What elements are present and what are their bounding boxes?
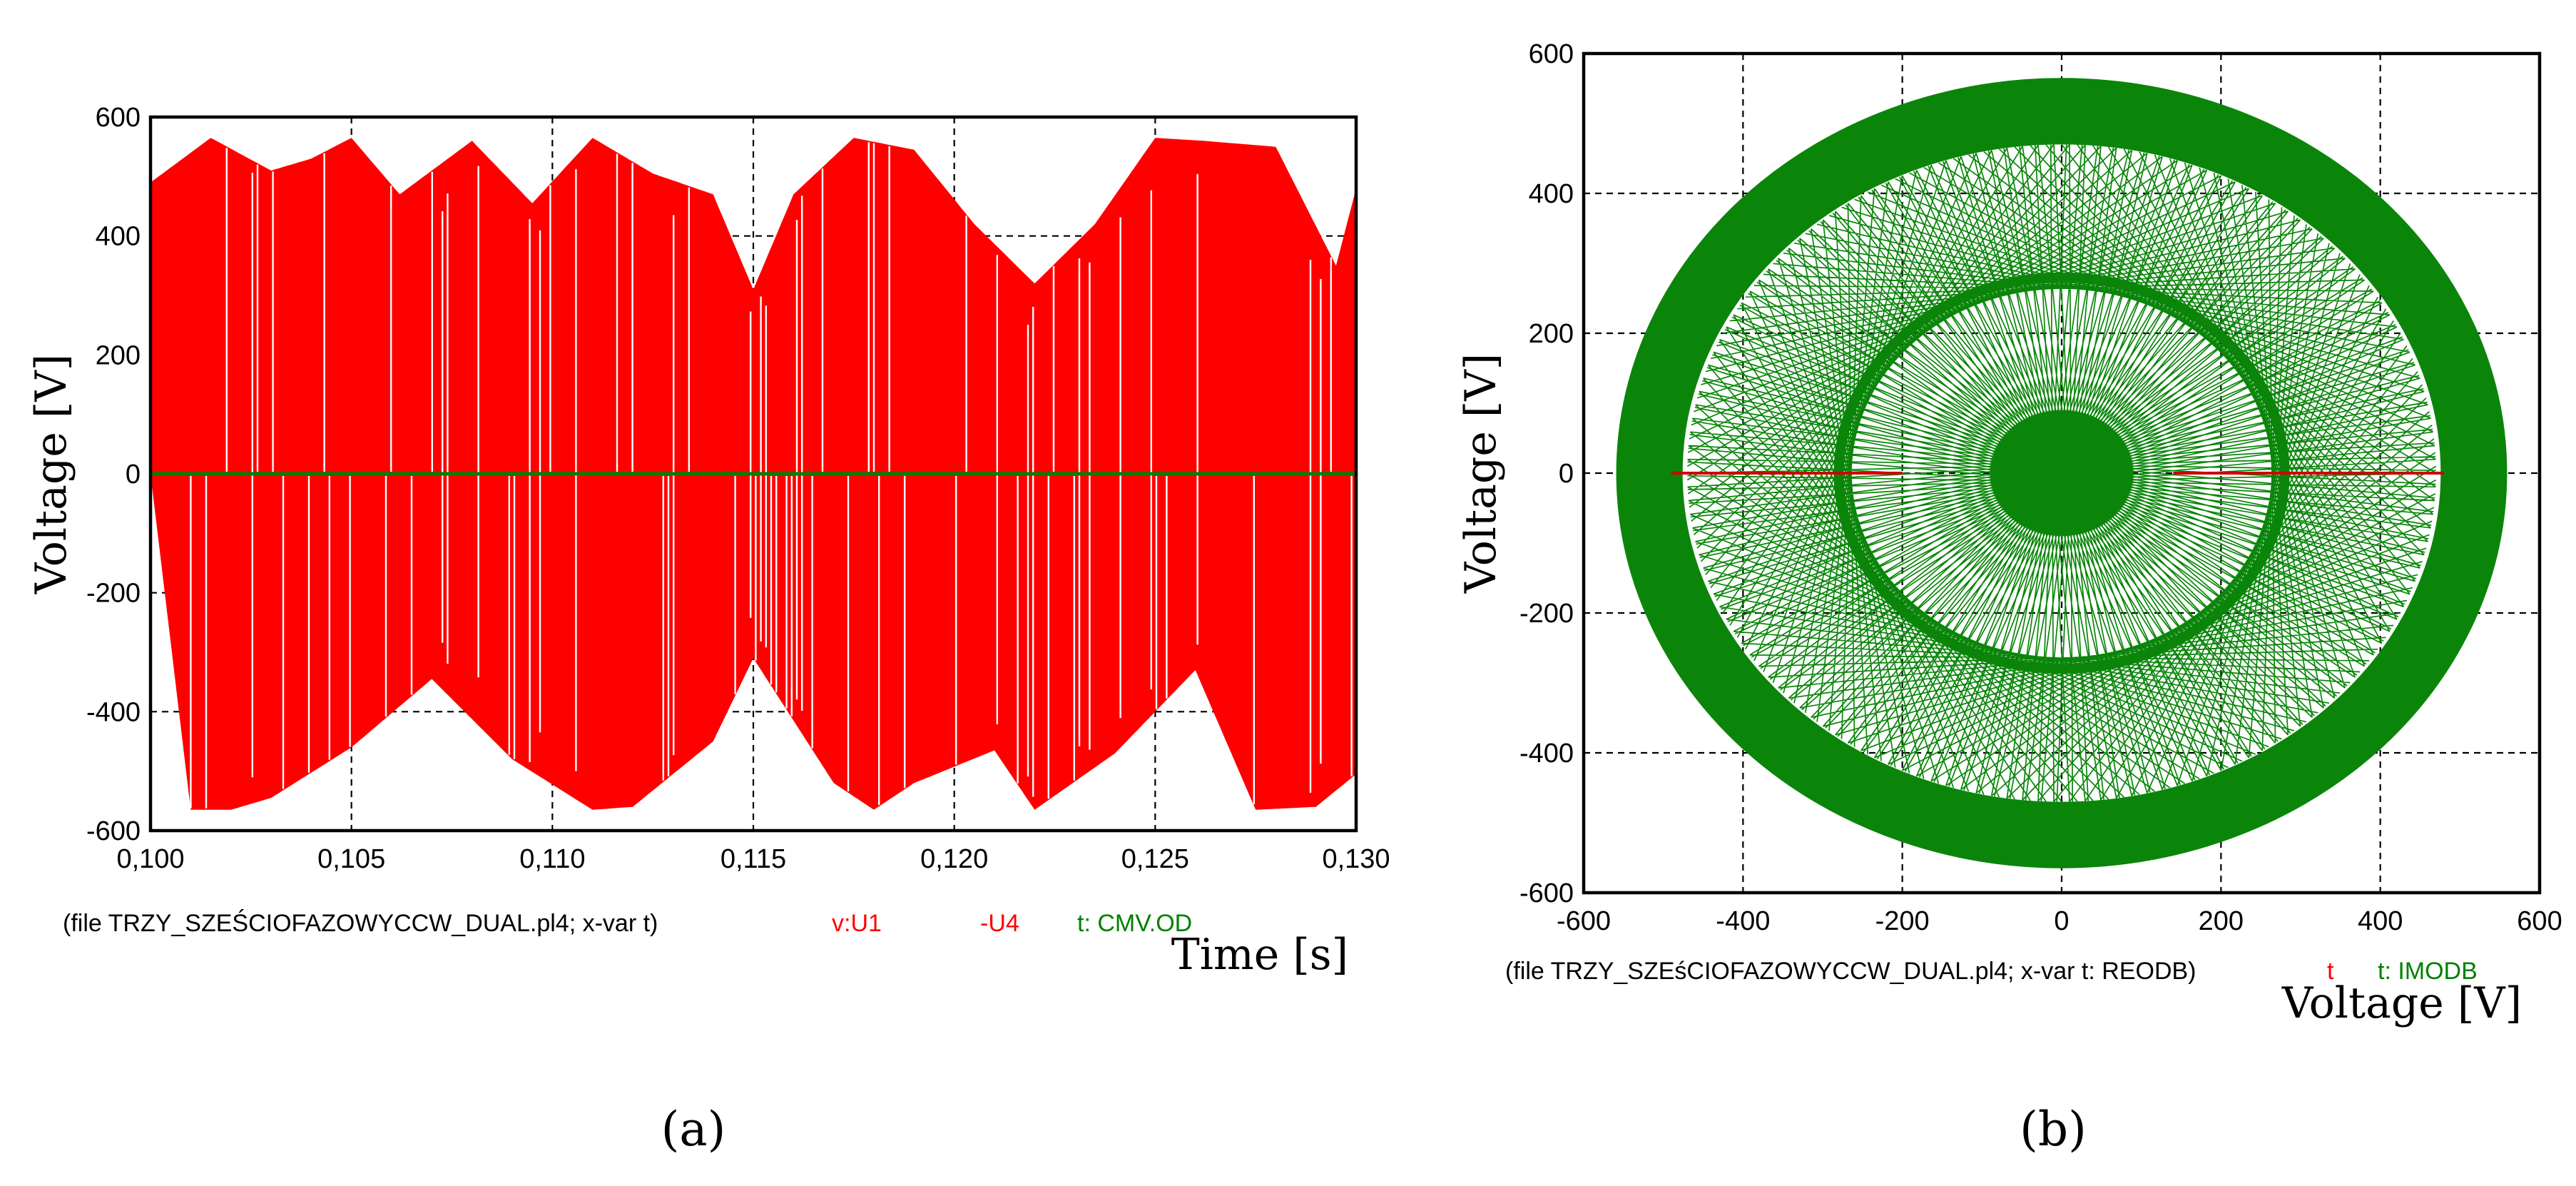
panel-b-frame — [1582, 51, 2542, 895]
panel-a-y-tick-label: -600 — [86, 816, 141, 846]
panel-a-caption: (a) — [661, 1102, 726, 1157]
panel-b-x-tick-label: -400 — [1716, 906, 1770, 936]
panel-b-y-tick-label: -600 — [1519, 878, 1574, 908]
panel-a-y-axis-title: Voltage [V] — [26, 354, 76, 594]
trajectory-center — [1990, 410, 2134, 537]
panel-a-y-tick-label: -400 — [86, 697, 141, 727]
panel-b-footer-file: (file TRZY_SZEśCIOFAZOWYCCW_DUAL.pl4; x-… — [1505, 958, 2196, 985]
panel-a-x-tick-label: 0,110 — [519, 844, 585, 874]
panel-a-x-tick-label: 0,130 — [1322, 844, 1390, 874]
panel-b-y-tick-label: -400 — [1519, 739, 1574, 769]
series-u1-u4-switching-gaps — [190, 142, 1353, 809]
panel-b-x-tick-label: 0 — [2054, 906, 2069, 936]
panel-b-y-tick-label: 0 — [1559, 459, 1574, 489]
panel-b-footer: (file TRZY_SZEśCIOFAZOWYCCW_DUAL.pl4; x-… — [1505, 958, 2478, 985]
panel-a-y-tick-label: 400 — [96, 222, 141, 252]
panel-b-x-ticks: -600 -400 -200 0 200 400 600 — [1557, 906, 2562, 936]
panel-b-legend-imodb: t: IMODB — [2378, 958, 2478, 985]
panel-a-y-tick-label: 0 — [126, 460, 141, 490]
panel-b-x-tick-label: 200 — [2199, 906, 2244, 936]
panel-b-x-tick-label: -600 — [1557, 906, 1611, 936]
panel-a-y-tick-label: 200 — [96, 340, 141, 370]
panel-b-space-vector-chart: 600 400 200 0 -200 -400 -600 -600 -400 -200 0 200 4… — [1456, 39, 2562, 1157]
panel-b-y-tick-label: -200 — [1519, 599, 1574, 629]
panel-a-frame — [148, 115, 1358, 833]
panel-b-y-axis-title: Voltage [V] — [1456, 353, 1506, 594]
panel-a-x-tick-label: 0,105 — [317, 844, 385, 874]
panel-a-legend-u4: -U4 — [980, 910, 1019, 937]
panel-b-legend-t: t — [2327, 958, 2334, 985]
panel-b-x-tick-label: 600 — [2517, 906, 2562, 936]
panel-a-y-tick-label: 600 — [96, 103, 141, 133]
panel-b-x-tick-label: -200 — [1875, 906, 1930, 936]
trajectory-outer-ring — [1616, 78, 2508, 868]
panel-a-x-tick-label: 0,115 — [721, 844, 786, 874]
panel-b-y-tick-label: 600 — [1529, 39, 1574, 69]
panel-a-y-ticks: 600 400 200 0 -200 -400 -600 — [86, 103, 141, 846]
panel-a-legend-cmv: t: CMV.OD — [1077, 910, 1192, 937]
panel-a-x-tick-label: 0,125 — [1121, 844, 1189, 874]
panel-a-footer-file: (file TRZY_SZEŚCIOFAZOWYCCW_DUAL.pl4; x-… — [63, 909, 658, 937]
panel-b-y-tick-label: 200 — [1529, 319, 1574, 349]
panel-b-x-axis-title: Voltage [V] — [2281, 978, 2522, 1028]
panel-a-x-ticks: 0,100 0,105 0,110 0,115 0,120 0,125 0,130 — [116, 844, 1390, 874]
panel-a-legend-u1: v:U1 — [832, 910, 882, 937]
panel-b-y-tick-label: 400 — [1529, 179, 1574, 209]
panel-a-footer: (file TRZY_SZEŚCIOFAZOWYCCW_DUAL.pl4; x-… — [63, 909, 1192, 937]
panel-a-y-tick-label: -200 — [86, 579, 141, 609]
panel-b-x-tick-label: 400 — [2358, 906, 2403, 936]
panel-a-x-tick-label: 0,120 — [920, 844, 988, 874]
panel-b-y-ticks: 600 400 200 0 -200 -400 -600 — [1519, 39, 1574, 908]
panel-a-x-tick-label: 0,100 — [116, 844, 184, 874]
panel-a-x-axis-title: Time [s] — [1171, 930, 1348, 980]
panel-b-caption: (b) — [2020, 1102, 2087, 1157]
